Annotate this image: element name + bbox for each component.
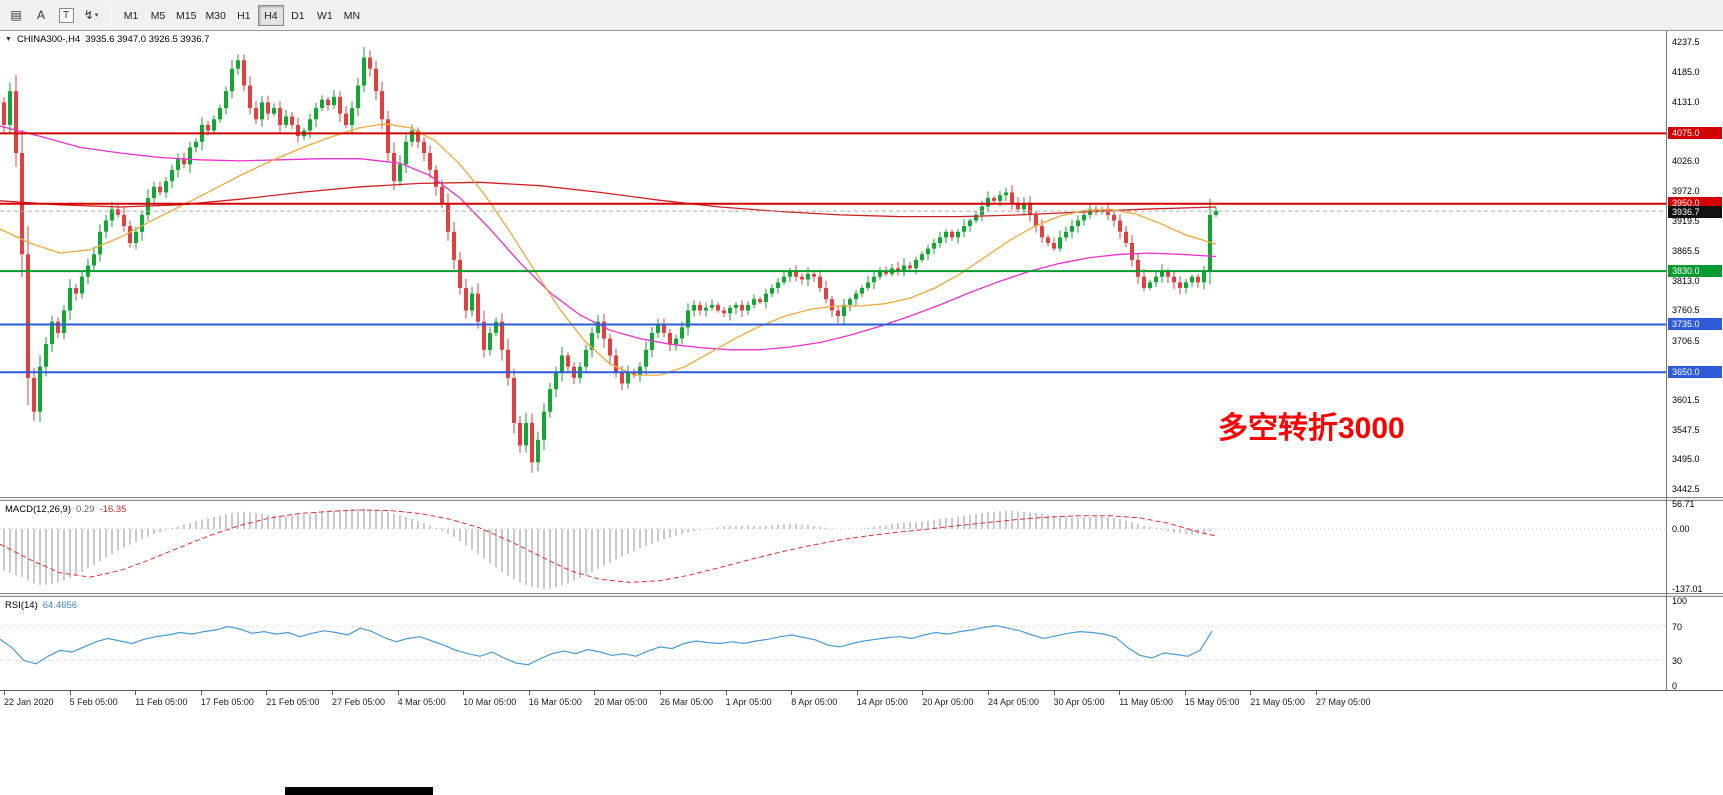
panel-divider-macd[interactable] [0, 497, 1723, 501]
main-chart-header: ▼ CHINA300-,H4 3935.6 3947.0 3926.5 3936… [5, 34, 209, 45]
cursor-tool-icon[interactable]: A [36, 8, 45, 22]
time-label: 21 Feb 05:00 [266, 697, 320, 707]
time-tick [266, 691, 268, 695]
rsi-panel[interactable]: RSI(14) 64.4656 [0, 597, 1723, 690]
macd-signal-value: -16.35 [99, 504, 127, 515]
time-label: 24 Apr 05:00 [988, 697, 1040, 707]
time-label: 21 May 05:00 [1250, 697, 1305, 707]
time-axis[interactable]: 22 Jan 2020 5 Feb 05:00 11 Feb 05:00 17 Feb… [0, 690, 1723, 795]
time-tick [594, 691, 596, 695]
time-tick [1119, 691, 1121, 695]
time-tick [463, 691, 465, 695]
time-tick [725, 691, 727, 695]
text-tool-icon[interactable]: T [54, 4, 78, 26]
time-tick [660, 691, 661, 695]
macd-label: MACD(12,26,9) [5, 504, 71, 515]
time-label: 15 May 05:00 [1184, 697, 1240, 707]
time-tick [1316, 691, 1317, 695]
time-label: 17 Feb 05:00 [200, 697, 254, 707]
time-label: 27 May 05:00 [1316, 697, 1371, 707]
timeframe-group: M1 M5 M15 M30 H1 H4 D1 W1 MN [118, 4, 365, 26]
objects-dropdown-icon[interactable]: ↯ ▾ [83, 8, 99, 22]
time-label: 14 Apr 05:00 [856, 697, 908, 707]
timeframe-h1[interactable]: H1 [237, 9, 251, 22]
time-label: 1 Apr 05:00 [725, 697, 772, 707]
macd-chart [0, 508, 1667, 589]
taskbar-fragment [285, 787, 433, 795]
timeframe-m15[interactable]: M15 [176, 9, 197, 22]
timeframe-h4[interactable]: H4 [257, 4, 284, 26]
rsi-header: RSI(14) 64.4656 [5, 600, 77, 611]
candlestick-chart[interactable] [0, 31, 1667, 497]
time-tick [69, 691, 71, 695]
timeframe-w1[interactable]: W1 [317, 9, 333, 22]
timeframe-mn[interactable]: MN [343, 9, 361, 22]
collapse-triangle-icon[interactable]: ▼ [5, 36, 12, 43]
time-label: 16 Mar 05:00 [528, 697, 582, 707]
rsi-value: 64.4656 [42, 600, 78, 611]
time-label: 10 Mar 05:00 [463, 697, 517, 707]
toolbar: ▤ A T ↯ ▾ M1 M5 M15 M30 H1 H4 D1 W1 MN [0, 0, 1723, 31]
time-tick [4, 691, 5, 695]
toolbar-separator [110, 5, 111, 25]
time-label: 5 Feb 05:00 [69, 697, 118, 707]
dropdown-caret-icon: ▾ [94, 12, 99, 19]
time-tick [1184, 691, 1186, 695]
time-tick [1250, 691, 1252, 695]
macd-panel[interactable]: MACD(12,26,9) 0.29 -16.35 [0, 501, 1723, 593]
time-tick [528, 691, 530, 695]
symbol-period-label: CHINA300-,H4 [16, 34, 81, 45]
macd-main-value: 0.29 [76, 504, 95, 515]
rsi-label: RSI(14) [5, 600, 38, 611]
timeframe-m30[interactable]: M30 [205, 9, 226, 22]
time-tick [988, 691, 989, 695]
panel-divider-rsi[interactable] [0, 593, 1723, 597]
time-label: 11 May 05:00 [1119, 697, 1174, 707]
time-tick [397, 691, 399, 695]
time-label: 8 Apr 05:00 [791, 697, 838, 707]
time-label: 11 Feb 05:00 [135, 697, 188, 707]
time-label: 4 Mar 05:00 [397, 697, 446, 707]
time-tick [135, 691, 137, 695]
timeframe-d1[interactable]: D1 [291, 9, 305, 22]
timeframe-m5[interactable]: M5 [150, 9, 166, 22]
chart-text-annotation[interactable]: 多空转折3000 [1218, 412, 1405, 445]
tool-group: ▤ A T ↯ ▾ [4, 4, 103, 26]
time-label: 20 Mar 05:00 [594, 697, 648, 707]
chart-grid-icon[interactable]: ▤ [10, 8, 22, 22]
time-label: 26 Mar 05:00 [660, 697, 714, 707]
time-tick [922, 691, 924, 695]
time-label: 20 Apr 05:00 [922, 697, 974, 707]
chart-area: ▼ CHINA300-,H4 3935.6 3947.0 3926.5 3936… [0, 31, 1723, 795]
time-label: 30 Apr 05:00 [1053, 697, 1105, 707]
price-axis-line [1666, 31, 1667, 690]
time-tick [1053, 691, 1055, 695]
main-chart-panel[interactable]: ▼ CHINA300-,H4 3935.6 3947.0 3926.5 3936… [0, 31, 1723, 497]
time-tick [791, 691, 793, 695]
rsi-chart [0, 624, 1667, 666]
time-label: 27 Feb 05:00 [332, 697, 386, 707]
time-tick [200, 691, 202, 695]
macd-header: MACD(12,26,9) 0.29 -16.35 [5, 504, 126, 515]
time-tick [332, 691, 333, 695]
ohlc-values: 3935.6 3947.0 3926.5 3936.7 [85, 34, 210, 45]
timeframe-m1[interactable]: M1 [123, 9, 139, 22]
time-label: 22 Jan 2020 [4, 697, 54, 707]
time-tick [856, 691, 858, 695]
